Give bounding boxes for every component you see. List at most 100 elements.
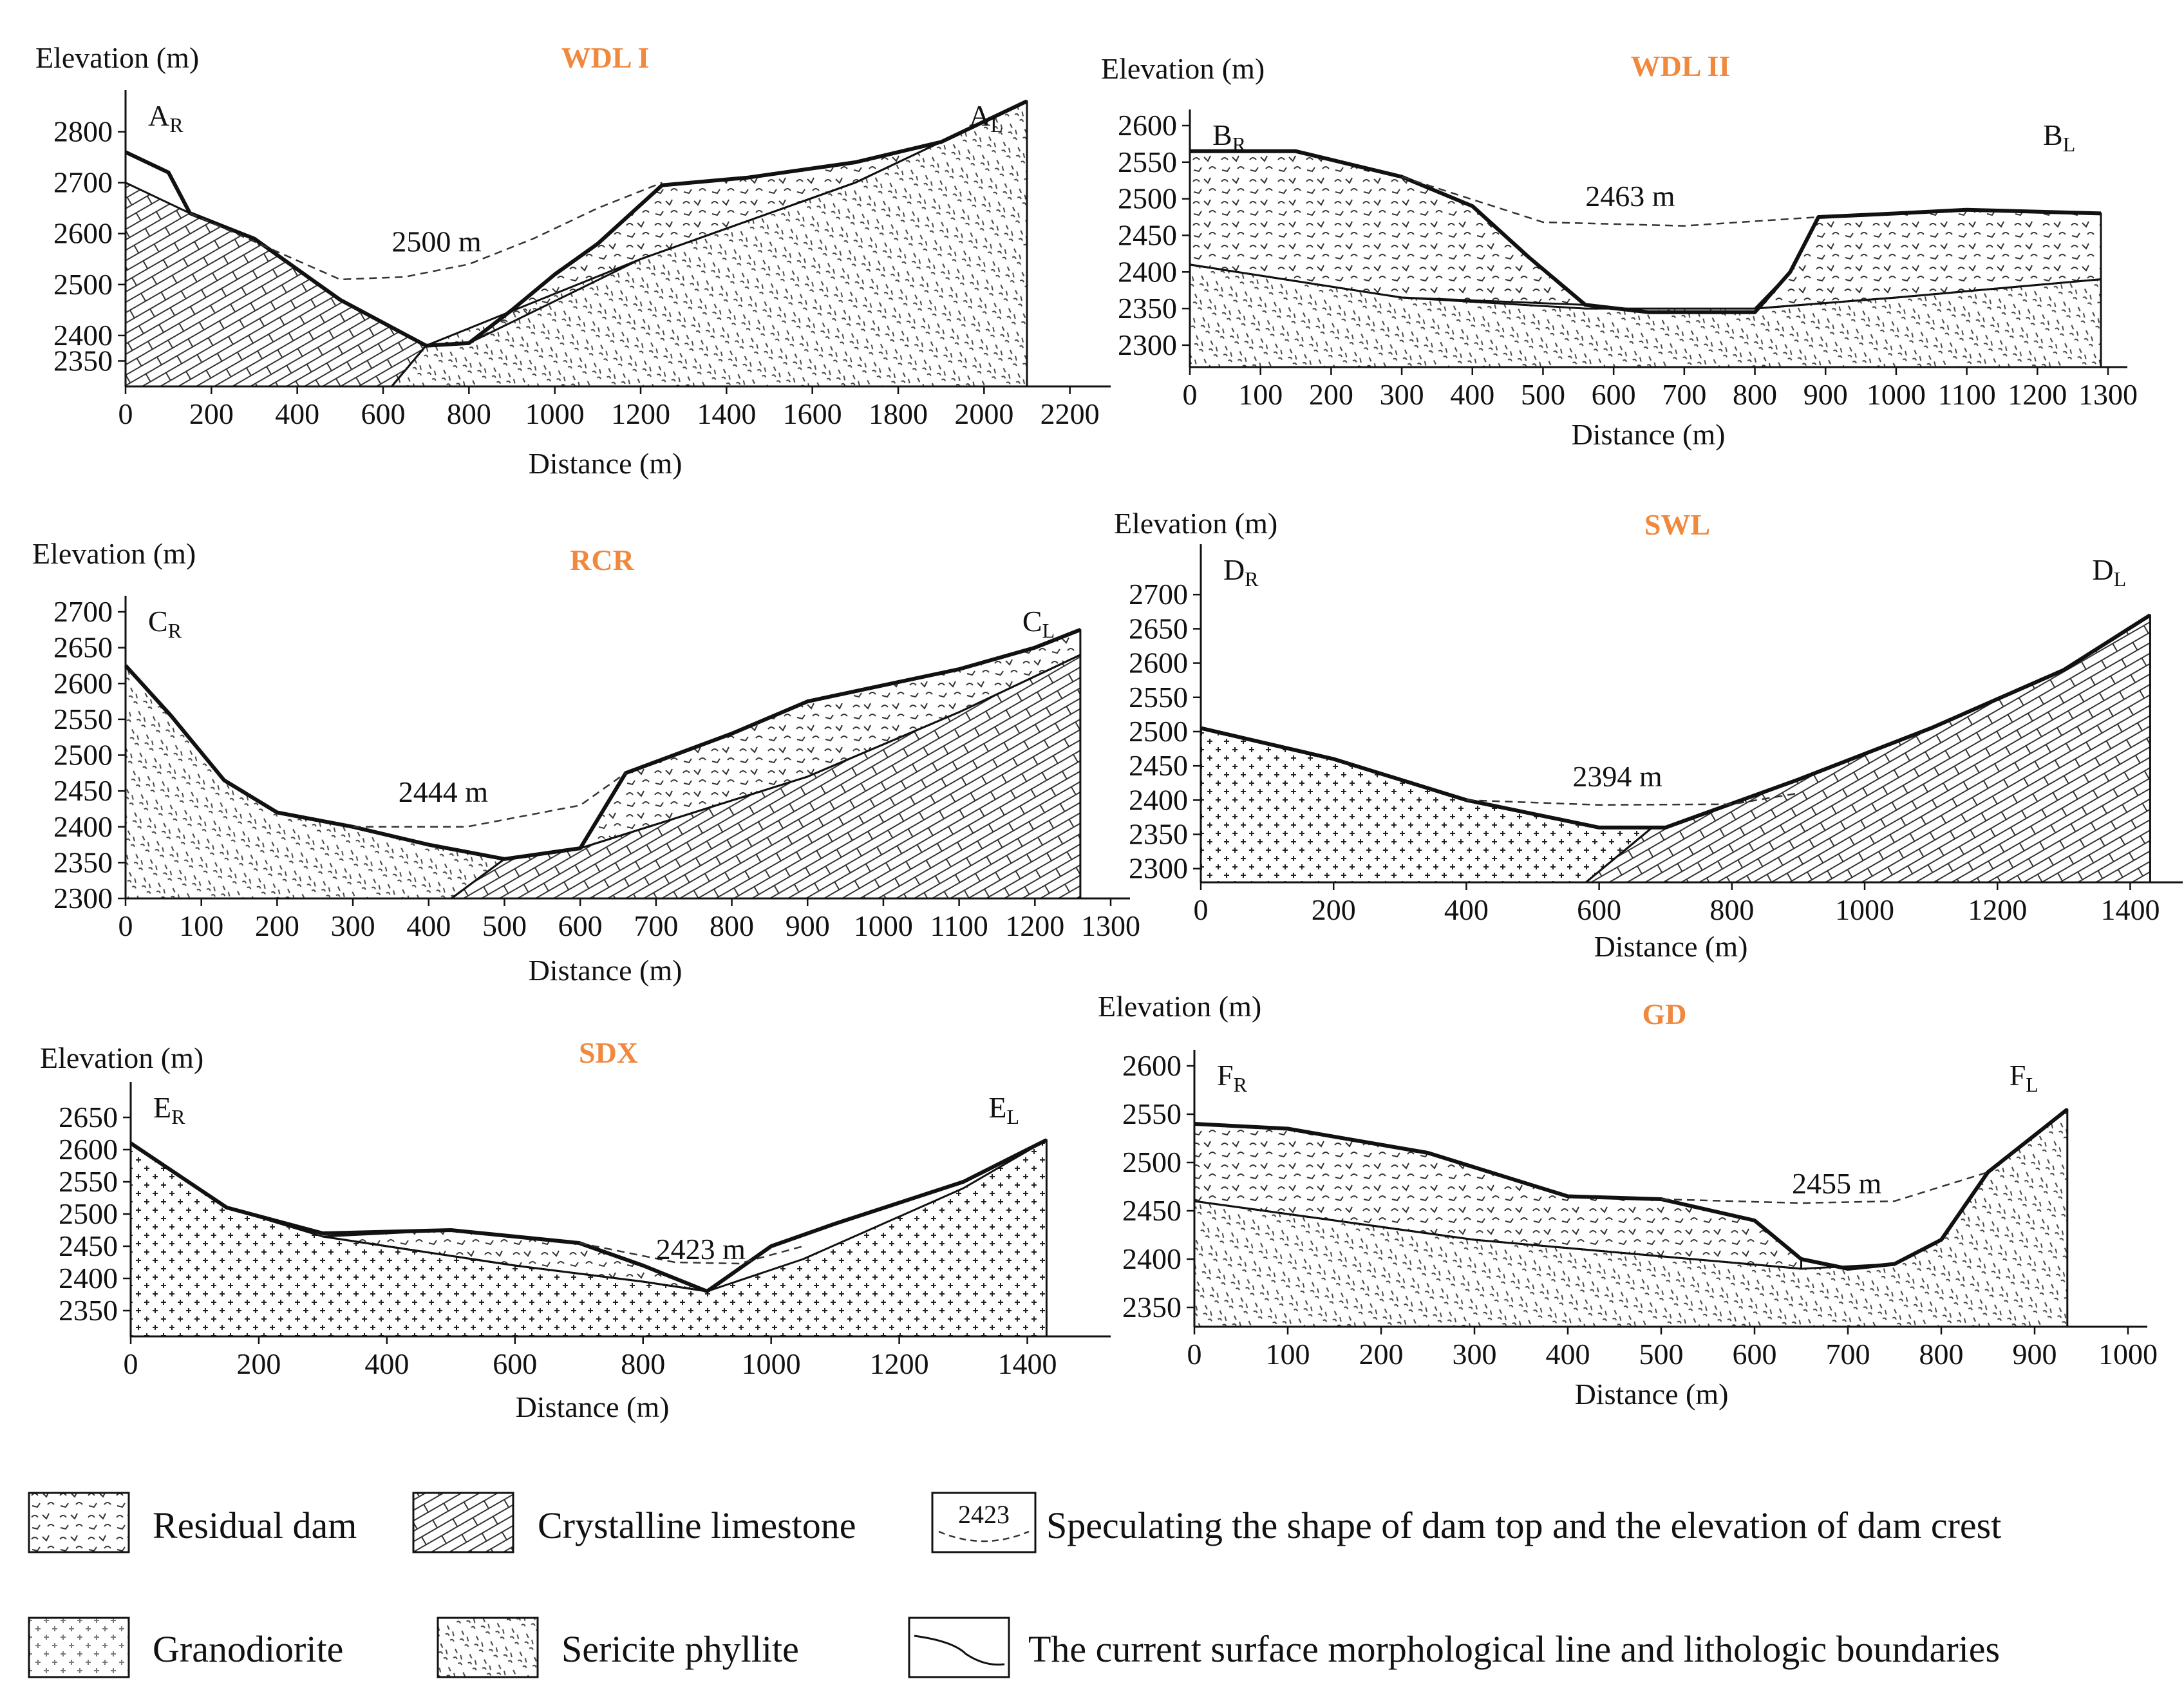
y-tick-label: 2550 [1129,681,1188,714]
left-endpoint-label: FR [1217,1059,1248,1096]
x-tick-label: 700 [1662,378,1706,411]
legend-item-granodiorite: Granodiorite [28,1617,343,1678]
y-tick-label: 2500 [53,739,113,772]
x-tick-label: 400 [364,1347,409,1380]
y-tick-label: 2350 [53,846,113,878]
panel-wdl-ii: 0 100 200 300 400 500 600 700 800 900 1000 1100 1200… [1101,50,2138,451]
x-tick-label: 1600 [783,397,842,430]
legend-item-surface-line: The current surface morphological line a… [908,1617,2000,1678]
y-tick-label: 2550 [1118,146,1177,178]
x-axis-label: Distance (m) [529,447,682,480]
legend-swatch-granodiorite [28,1617,130,1678]
panel-wdl-i: 0 200 400 600 800 1000 1200 1400 1600 1800 2000 220… [35,41,1111,480]
x-tick-label: 1000 [525,397,585,430]
x-axis-label: Distance (m) [1594,930,1748,963]
y-tick-label: 2350 [1118,292,1177,325]
y-axis-label: Elevation (m) [1101,52,1265,85]
x-tick-label: 1800 [869,397,928,430]
y-tick-label: 2700 [53,166,113,199]
x-tick-label: 1000 [1835,893,1894,926]
y-tick-label: 2650 [53,631,113,664]
y-tick-label: 2300 [1129,852,1188,885]
x-tick-label: 400 [1546,1338,1590,1371]
x-tick-label: 200 [1312,893,1356,926]
x-tick-label: 800 [710,909,754,942]
x-tick-label: 1200 [611,397,670,430]
x-tick-label: 500 [482,909,527,942]
y-tick-label: 2400 [1129,783,1188,816]
x-tick-label: 2000 [954,397,1013,430]
panel-swl: 0 200 400 600 800 1000 1200 1400 270026502600255… [1114,507,2183,963]
legend: Residual dam Crystalline limestone 2423 … [28,1492,2001,1678]
x-tick-label: 1300 [1081,909,1140,942]
x-tick-label: 1200 [1968,893,2027,926]
x-tick-label: 100 [179,909,223,942]
x-tick-label: 300 [1380,378,1424,411]
layer-crystalline-limestone [124,182,428,388]
legend-item-crest-speculation: 2423 Speculating the shape of dam top an… [931,1492,2001,1553]
y-tick-label: 2500 [1129,715,1188,748]
left-endpoint-label: BR [1212,119,1247,156]
x-tick-label: 900 [2013,1338,2057,1371]
x-tick-label: 600 [1733,1338,1777,1371]
surface-line [1194,1108,2069,1271]
y-tick-label: 2500 [1122,1146,1181,1179]
y-tick-label: 2450 [59,1229,118,1262]
crest-dashed-line [1466,792,1799,806]
legend-label-granodiorite: Granodiorite [153,1628,343,1670]
crest-dashed-line [579,1242,804,1265]
x-tick-label: 2200 [1040,397,1100,430]
legend-swatch-dashed-curve [938,1530,1030,1542]
y-tick-label: 2500 [59,1197,118,1230]
surface-line [124,99,1028,348]
crest-dashed-line [1401,176,1819,227]
crest-elevation-label: 2423 m [656,1233,746,1266]
x-tick-label: 1100 [1937,378,1995,411]
y-tick-label: 2700 [53,595,113,628]
x-axis-label: Distance (m) [516,1390,670,1423]
x-tick-label: 700 [634,909,678,942]
x-axis-label: Distance (m) [529,954,682,987]
y-tick-label: 2400 [1122,1242,1181,1275]
legend-label-sericite-phyllite: Sericite phyllite [561,1628,799,1670]
right-endpoint-label: CL [1022,605,1055,642]
x-tick-label: 600 [558,909,603,942]
right-endpoint-label: AL [969,99,1003,137]
x-tick-label: 0 [124,1347,138,1380]
y-tick-label: 2350 [1122,1291,1181,1324]
left-endpoint-label: DR [1223,553,1259,591]
y-axis-label: Elevation (m) [40,1041,203,1074]
legend-swatch-surface-line [908,1617,1010,1678]
y-axis-label: Elevation (m) [35,41,199,74]
legend-swatch-value: 2423 [958,1500,1010,1529]
x-tick-label: 1200 [1005,909,1064,942]
right-endpoint-label: BL [2043,119,2075,156]
x-tick-label: 400 [275,397,319,430]
x-tick-label: 1400 [697,397,756,430]
y-axis-label: Elevation (m) [1114,507,1277,540]
crest-dashed-line [1661,1171,1988,1204]
legend-label-crystalline-limestone: Crystalline limestone [538,1504,856,1546]
x-tick-label: 1100 [930,909,988,942]
y-tick-label: 2550 [1122,1097,1181,1130]
x-tick-label: 1200 [870,1347,929,1380]
crest-elevation-label: 2455 m [1792,1167,1882,1200]
legend-swatch-crystalline-limestone [412,1492,514,1553]
panel-title: WDL II [1631,50,1731,82]
left-endpoint-label: ER [153,1091,185,1128]
x-tick-label: 1400 [2100,893,2160,926]
y-axis-label: Elevation (m) [32,537,196,570]
legend-item-residual-dam: Residual dam [28,1492,357,1553]
x-tick-label: 100 [1238,378,1283,411]
x-tick-label: 200 [189,397,234,430]
y-tick-label: 2600 [59,1133,118,1166]
x-tick-label: 600 [1592,378,1636,411]
y-tick-label: 2550 [53,703,113,735]
panel-title: GD [1643,998,1687,1030]
crest-elevation-label: 2500 m [391,225,482,258]
x-tick-label: 800 [1919,1338,1964,1371]
panel-title: SDX [579,1036,638,1069]
surface-line [124,628,1081,861]
y-tick-label: 2550 [59,1165,118,1198]
